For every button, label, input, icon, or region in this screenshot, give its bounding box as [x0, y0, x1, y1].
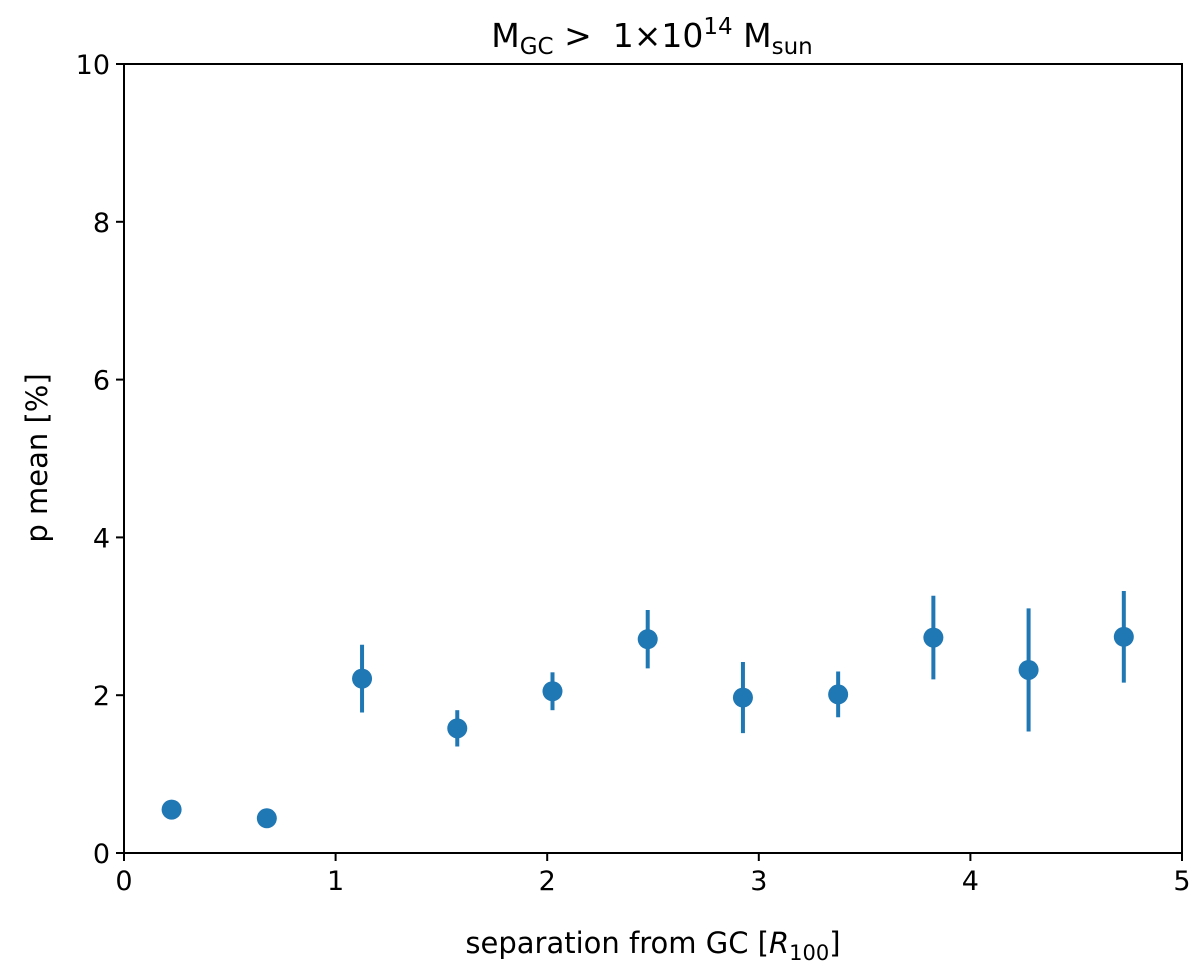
data-point [542, 681, 563, 702]
x-tick-label: 4 [962, 866, 979, 897]
data-point [637, 629, 658, 650]
xlabel-end: ] [829, 926, 840, 960]
data-point [828, 684, 849, 705]
data-point [447, 718, 468, 739]
data-point [1113, 626, 1134, 647]
data-markers [161, 626, 1134, 829]
x-tick-label: 0 [115, 866, 132, 897]
data-point [352, 668, 373, 689]
data-point [923, 627, 944, 648]
xlabel-var: R [769, 926, 789, 960]
x-tick-label: 3 [750, 866, 767, 897]
chart-title: MGC > 1×1014 Msun [491, 14, 813, 60]
y-tick-label: 4 [93, 523, 110, 554]
title-main: M [491, 16, 519, 55]
plot-frame [123, 63, 1183, 854]
xlabel-sub: 100 [789, 941, 829, 965]
data-point [1018, 659, 1039, 680]
x-axis-label: separation from GC [R100] [465, 926, 840, 965]
data-point [256, 808, 277, 829]
data-point [732, 687, 753, 708]
y-axis-label: p mean [%] [20, 373, 54, 542]
title-sup: 14 [703, 14, 732, 40]
y-tick-label: 6 [93, 366, 110, 397]
title-mid2: M [733, 16, 772, 55]
x-tick-label: 5 [1173, 866, 1190, 897]
title-mid: > 1×10 [554, 16, 704, 55]
xlabel-main: separation from GC [ [465, 926, 769, 960]
title-sub1: GC [520, 34, 554, 60]
y-tick-label: 0 [93, 839, 110, 870]
data-point [161, 799, 182, 820]
error-bars [360, 591, 1126, 747]
x-tick-label: 1 [327, 866, 344, 897]
y-tick-label: 2 [93, 681, 110, 712]
x-tick-label: 2 [539, 866, 556, 897]
title-sub2: sun [772, 34, 813, 60]
y-tick-label: 10 [76, 50, 110, 81]
x-axis-ticks: 0 1 2 3 4 5 [115, 853, 1191, 897]
y-axis-ticks: 0 2 4 6 8 10 [76, 50, 124, 870]
y-tick-label: 8 [93, 208, 110, 239]
